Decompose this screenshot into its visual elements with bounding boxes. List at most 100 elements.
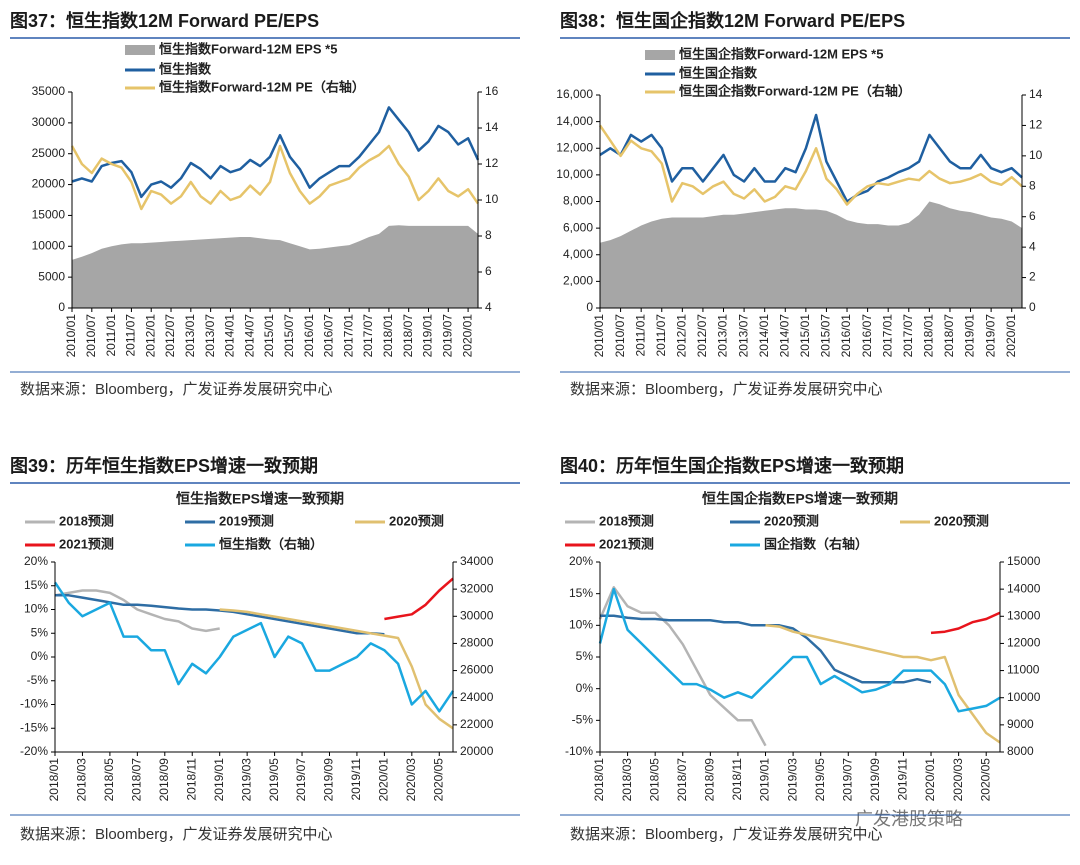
- x-tick-label: 2019/01: [421, 314, 435, 358]
- line: [598, 587, 1001, 713]
- legend-label: 2019预测: [219, 513, 274, 528]
- chart-subtitle: 恒生国企指数EPS增速一致预期: [702, 491, 898, 507]
- x-tick-label: 2011/07: [654, 314, 668, 357]
- x-tick-label: 2017/01: [880, 314, 894, 358]
- y2-tick-label: 8000: [1007, 744, 1034, 758]
- y2-tick-label: 32000: [460, 581, 494, 595]
- y-tick-label: 20%: [569, 554, 593, 568]
- x-tick-label: 2018/03: [620, 758, 634, 802]
- line: [598, 586, 767, 747]
- x-tick-label: 2018/01: [592, 758, 606, 802]
- y-tick-label: 10%: [24, 602, 48, 616]
- line: [71, 106, 480, 199]
- line: [54, 589, 220, 633]
- legend-swatch: [645, 50, 675, 60]
- y2-tick-label: 4: [1029, 239, 1036, 253]
- x-tick-label: 2017/01: [341, 314, 355, 358]
- y2-tick-label: 28000: [460, 636, 494, 650]
- x-tick-label: 2018/03: [75, 758, 89, 802]
- x-tick-label: 2013/01: [716, 314, 730, 358]
- y-tick-label: 5000: [38, 269, 65, 283]
- x-tick-label: 2019/05: [813, 758, 827, 802]
- y2-tick-label: 30000: [460, 608, 494, 622]
- y2-tick-label: 9000: [1007, 717, 1034, 731]
- x-tick-label: 2012/07: [163, 314, 177, 358]
- legend-label: 2018预测: [59, 513, 114, 528]
- y2-tick-label: 26000: [460, 663, 494, 677]
- source: 数据来源：Bloomberg，广发证券发展研究中心: [20, 381, 333, 398]
- y2-tick-label: 12: [485, 156, 499, 170]
- legend-label: 2018预测: [599, 513, 654, 528]
- x-tick-label: 2013/01: [183, 314, 197, 358]
- y2-tick-label: 4: [485, 300, 492, 314]
- x-tick-label: 2018/01: [381, 314, 395, 358]
- chart-title: 图38：恒生国企指数12M Forward PE/EPS: [560, 10, 905, 31]
- y2-tick-label: 6: [1029, 209, 1036, 223]
- x-tick-label: 2015/07: [819, 314, 833, 358]
- x-tick-label: 2020/01: [377, 758, 391, 802]
- x-tick-label: 2020/01: [923, 758, 937, 802]
- y-tick-label: -10%: [565, 744, 593, 758]
- chart-title: 图37：恒生指数12M Forward PE/EPS: [10, 10, 319, 31]
- line: [765, 624, 1001, 744]
- y2-tick-label: 20000: [460, 744, 494, 758]
- x-tick-label: 2014/07: [242, 314, 256, 358]
- x-tick-label: 2018/05: [102, 758, 116, 802]
- legend-label: 恒生指数: [159, 61, 212, 76]
- x-tick-label: 2018/07: [675, 758, 689, 802]
- y-tick-label: -5%: [572, 713, 594, 727]
- legend-swatch: [125, 45, 155, 55]
- y-tick-label: -10%: [20, 697, 48, 711]
- x-tick-label: 2019/01: [212, 758, 226, 802]
- y2-tick-label: 11000: [1007, 663, 1040, 677]
- x-tick-label: 2012/01: [143, 314, 157, 358]
- y-tick-label: 35000: [32, 84, 66, 98]
- y2-tick-label: 34000: [460, 554, 494, 568]
- legend-label: 恒生指数（右轴）: [219, 536, 323, 551]
- x-tick-label: 2012/07: [695, 314, 709, 358]
- legend-label: 2020预测: [934, 513, 989, 528]
- x-tick-label: 2018/07: [942, 314, 956, 358]
- x-tick-label: 2014/01: [223, 314, 237, 358]
- x-tick-label: 2018/11: [730, 758, 744, 801]
- y-tick-label: 0%: [31, 649, 49, 663]
- x-tick-label: 2018/01: [922, 314, 936, 358]
- y-tick-label: 15000: [32, 208, 66, 222]
- y2-tick-label: 6: [485, 264, 492, 278]
- y-tick-label: 5%: [576, 649, 594, 663]
- line: [219, 608, 454, 730]
- x-tick-label: 2020/03: [404, 758, 418, 802]
- x-tick-label: 2016/01: [839, 314, 853, 358]
- y-tick-label: 14,000: [556, 114, 593, 128]
- line: [599, 113, 1023, 203]
- x-tick-label: 2010/07: [84, 314, 98, 358]
- y-tick-label: 20000: [32, 177, 66, 191]
- legend-label: 2021预测: [599, 536, 654, 551]
- y2-tick-label: 22000: [460, 717, 494, 731]
- y2-tick-label: 12: [1029, 118, 1043, 132]
- y-tick-label: 10,000: [556, 167, 593, 181]
- x-tick-label: 2018/07: [401, 314, 415, 358]
- legend-label: 恒生国企指数Forward-12M PE（右轴）: [679, 83, 911, 98]
- y-tick-label: 8,000: [563, 194, 593, 208]
- y2-tick-label: 2: [1029, 270, 1036, 284]
- x-tick-label: 2017/07: [361, 314, 375, 358]
- x-tick-label: 2019/11: [349, 758, 363, 801]
- y-tick-label: 10%: [569, 618, 593, 632]
- x-tick-label: 2013/07: [736, 314, 750, 358]
- area: [72, 225, 478, 308]
- x-tick-label: 2013/07: [203, 314, 217, 358]
- x-tick-label: 2011/07: [124, 314, 138, 357]
- y-tick-label: 20%: [24, 554, 48, 568]
- x-tick-label: 2015/01: [262, 314, 276, 358]
- x-tick-label: 2020/03: [951, 758, 965, 802]
- y-tick-label: 0: [586, 300, 593, 314]
- y2-tick-label: 16: [485, 84, 499, 98]
- y2-tick-label: 14: [485, 120, 499, 134]
- y-tick-label: 30000: [32, 115, 66, 129]
- y-tick-label: 4,000: [563, 247, 593, 261]
- line: [598, 124, 1023, 206]
- x-tick-label: 2019/09: [322, 758, 336, 802]
- y2-tick-label: 10000: [1007, 690, 1041, 704]
